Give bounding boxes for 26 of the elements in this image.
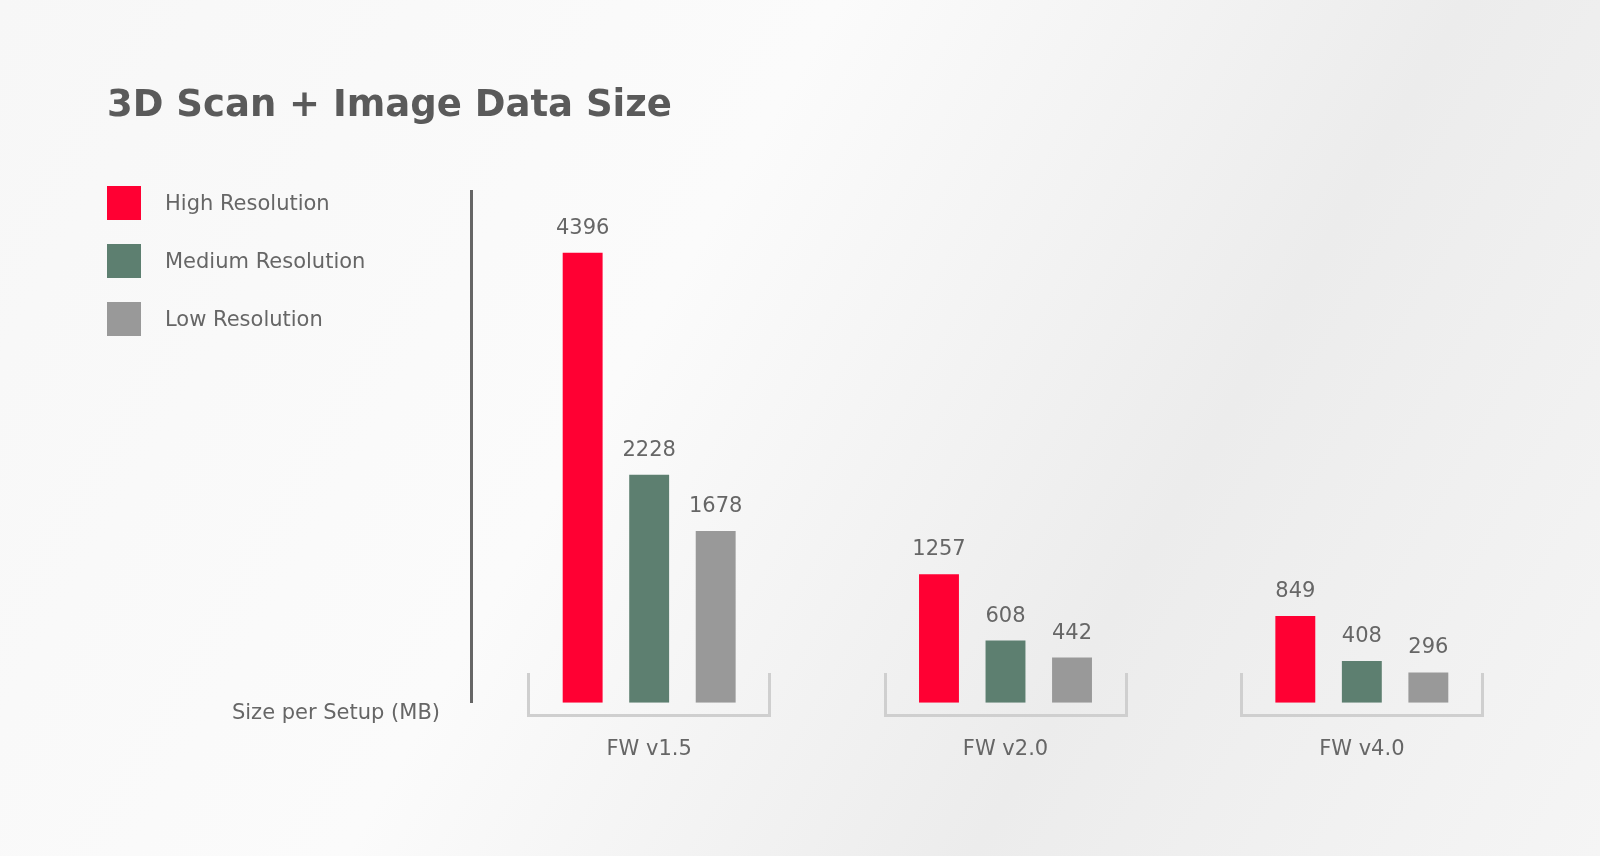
bar [1408,672,1449,703]
bar [562,252,603,703]
data-label: 1257 [912,536,966,561]
legend-label: Medium Resolution [165,249,366,273]
bar [985,640,1026,703]
legend-label: High Resolution [165,191,330,215]
data-label: 1678 [688,492,743,517]
data-label: 408 [1341,622,1382,647]
x-tick-label: FW v2.0 [962,735,1049,760]
data-label: 442 [1051,619,1093,644]
bar [1275,615,1316,703]
bar [1341,661,1382,703]
data-label: 296 [1408,634,1449,659]
data-label: 4396 [555,214,610,239]
chart-title: 3D Scan + Image Data Size [107,82,672,125]
x-tick-label: FW v1.5 [606,735,692,760]
legend-label: Low Resolution [165,307,323,331]
data-label: 608 [985,602,1026,627]
data-label: 849 [1275,577,1316,602]
bar [629,474,670,703]
bar [1052,657,1092,703]
x-tick-label: FW v4.0 [1319,735,1405,760]
bar [919,574,959,703]
data-label: 2228 [622,436,676,461]
bar [695,531,736,703]
y-axis-title: Size per Setup (MB) [231,700,440,724]
